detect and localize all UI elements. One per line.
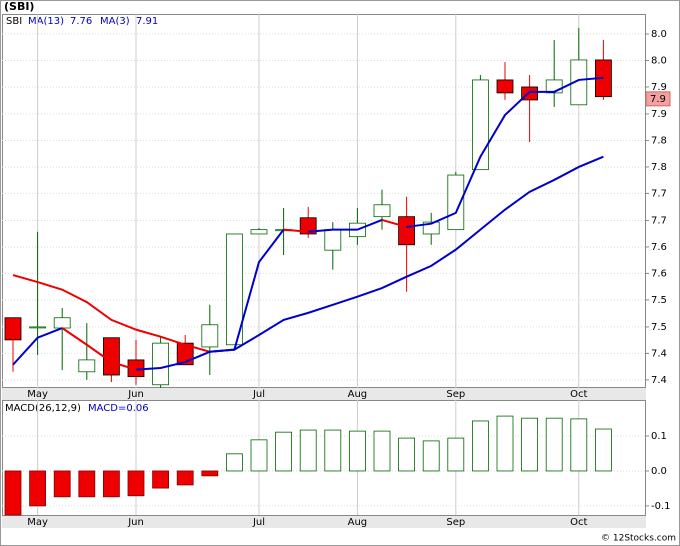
x-tick-label: Sep bbox=[446, 389, 465, 400]
axis-strip bbox=[2, 388, 646, 400]
candle-body bbox=[29, 326, 47, 329]
x-tick-label: Sep bbox=[446, 517, 465, 528]
candle-body bbox=[4, 317, 22, 341]
macd-bar bbox=[176, 470, 194, 486]
y-tick-label: -0.1 bbox=[651, 501, 671, 512]
legend-name: MA(13) bbox=[28, 16, 64, 27]
macd-bar bbox=[373, 430, 391, 472]
legend-name: MA(3) bbox=[100, 16, 130, 27]
ma-line bbox=[12, 274, 211, 353]
candle-body bbox=[324, 229, 342, 251]
macd-bar bbox=[250, 439, 268, 472]
macd-bar bbox=[521, 417, 538, 472]
macd-bar bbox=[422, 440, 440, 472]
macd-bar bbox=[275, 431, 293, 472]
candle-body bbox=[299, 217, 317, 235]
y-tick-label: 7.8 bbox=[651, 135, 667, 146]
y-tick-label: 7.9 bbox=[651, 109, 667, 120]
y-tick-label: 7.6 bbox=[651, 242, 667, 253]
candle-body bbox=[496, 79, 514, 94]
candle-body bbox=[570, 59, 588, 106]
y-tick-label: 7.4 bbox=[651, 348, 667, 359]
last-price-label: 7.9 bbox=[650, 94, 666, 105]
x-tick-label: May bbox=[27, 389, 48, 400]
macd-bar bbox=[127, 470, 145, 497]
y-tick-label: 0.1 bbox=[651, 431, 667, 442]
x-tick-label: May bbox=[27, 517, 48, 528]
candle-body bbox=[250, 229, 268, 235]
macd-title: MACD(26,12,9) bbox=[5, 403, 81, 414]
y-tick-label: 7.7 bbox=[651, 188, 667, 199]
ma-line bbox=[12, 327, 63, 366]
last-price-badge bbox=[645, 91, 671, 107]
ma-line bbox=[381, 218, 407, 228]
candle-body bbox=[78, 359, 96, 373]
macd-bar bbox=[545, 417, 563, 472]
macd-bar bbox=[152, 470, 170, 489]
x-tick-label: Aug bbox=[348, 389, 368, 400]
macd-bar bbox=[570, 418, 588, 472]
x-tick-label: Jul bbox=[252, 517, 265, 528]
macd-bar bbox=[225, 453, 243, 472]
macd-bar bbox=[53, 470, 71, 498]
macd-bar bbox=[348, 430, 366, 472]
macd-legend: MACD=0.06 bbox=[88, 403, 149, 414]
legend-value: 7.76 bbox=[70, 16, 92, 27]
y-tick-label: 7.5 bbox=[651, 295, 667, 306]
ma-line bbox=[135, 229, 285, 371]
macd-panel bbox=[2, 400, 646, 516]
macd-bar bbox=[324, 429, 342, 472]
y-tick-label: 7.9 bbox=[651, 82, 667, 93]
macd-bar bbox=[471, 420, 489, 472]
ticker: SBI bbox=[6, 16, 22, 27]
macd-bar bbox=[496, 415, 514, 472]
y-tick-label: 8.0 bbox=[651, 55, 667, 66]
candle-body bbox=[373, 204, 391, 218]
chart-title: (SBI) bbox=[4, 0, 34, 13]
x-tick-label: Oct bbox=[570, 517, 587, 528]
candle-body bbox=[447, 174, 465, 231]
macd-bar bbox=[78, 470, 96, 498]
watermark: © 12Stocks.com bbox=[601, 534, 676, 544]
y-tick-label: 7.4 bbox=[651, 375, 667, 386]
y-tick-label: 7.8 bbox=[651, 162, 667, 173]
ma-line bbox=[209, 155, 604, 353]
macd-bar bbox=[4, 470, 22, 516]
price-panel bbox=[2, 14, 646, 388]
candle-body bbox=[422, 221, 440, 235]
candle-body bbox=[103, 337, 120, 376]
x-tick-label: Jun bbox=[127, 389, 144, 400]
y-tick-label: 7.6 bbox=[651, 268, 667, 279]
candle-body bbox=[152, 342, 170, 386]
macd-bar bbox=[201, 470, 219, 477]
x-tick-label: Jun bbox=[127, 517, 144, 528]
macd-bar bbox=[398, 437, 416, 472]
macd-bar bbox=[447, 437, 465, 472]
candle-body bbox=[398, 216, 416, 246]
ma-line bbox=[308, 218, 383, 233]
macd-bar bbox=[103, 470, 120, 498]
macd-bar bbox=[29, 470, 47, 507]
legend-value: 7.91 bbox=[136, 16, 158, 27]
candle-body bbox=[471, 79, 489, 171]
ma-line bbox=[406, 76, 604, 228]
macd-bar bbox=[299, 429, 317, 472]
x-tick-label: Aug bbox=[348, 517, 368, 528]
x-tick-label: Oct bbox=[570, 389, 587, 400]
candle-body bbox=[201, 324, 219, 348]
candle-body bbox=[225, 233, 243, 346]
y-tick-label: 7.7 bbox=[651, 215, 667, 226]
macd-bar bbox=[595, 428, 612, 472]
axis-strip bbox=[2, 516, 646, 528]
candle-body bbox=[53, 317, 71, 329]
ma-line bbox=[61, 327, 137, 371]
y-tick-label: 8.0 bbox=[651, 29, 667, 40]
y-tick-label: 7.5 bbox=[651, 322, 667, 333]
x-tick-label: Jul bbox=[252, 389, 265, 400]
y-tick-label: 0.0 bbox=[651, 466, 667, 477]
ma-line bbox=[283, 228, 309, 233]
